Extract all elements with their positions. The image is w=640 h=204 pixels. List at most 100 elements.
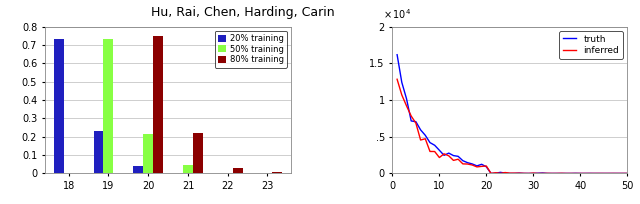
inferred xyxy=(492,172,500,174)
truth xyxy=(464,161,472,164)
inferred xyxy=(548,172,556,175)
truth xyxy=(605,172,612,175)
inferred xyxy=(487,172,495,175)
truth xyxy=(473,165,481,167)
Bar xyxy=(193,133,203,173)
inferred xyxy=(553,172,561,175)
inferred xyxy=(520,172,528,174)
inferred xyxy=(567,172,575,175)
Bar xyxy=(143,134,153,173)
inferred xyxy=(398,94,406,96)
inferred xyxy=(501,171,509,174)
inferred xyxy=(595,172,603,175)
truth xyxy=(483,166,490,168)
inferred xyxy=(539,172,547,175)
inferred xyxy=(459,163,467,165)
inferred xyxy=(529,172,537,174)
truth xyxy=(445,152,452,154)
Bar xyxy=(133,166,143,173)
truth xyxy=(581,172,589,175)
inferred xyxy=(412,122,420,124)
inferred xyxy=(445,155,452,157)
truth xyxy=(436,149,444,152)
inferred xyxy=(557,172,565,174)
truth xyxy=(426,141,434,144)
Bar xyxy=(54,39,64,173)
truth xyxy=(534,172,542,174)
inferred xyxy=(421,137,429,140)
truth xyxy=(515,172,523,174)
truth xyxy=(591,172,598,175)
inferred xyxy=(473,166,481,168)
inferred xyxy=(407,115,415,117)
inferred xyxy=(581,172,589,175)
inferred xyxy=(506,172,514,174)
truth xyxy=(431,144,438,146)
truth xyxy=(553,172,561,175)
truth xyxy=(454,155,462,157)
inferred xyxy=(577,172,584,175)
inferred xyxy=(572,172,579,175)
Legend: truth, inferred: truth, inferred xyxy=(559,31,623,59)
inferred xyxy=(543,172,551,175)
inferred xyxy=(483,165,490,167)
inferred xyxy=(623,172,631,175)
inferred xyxy=(563,172,570,175)
truth xyxy=(572,172,579,175)
truth xyxy=(586,172,593,175)
Legend: 20% training, 50% training, 80% training: 20% training, 50% training, 80% training xyxy=(215,31,287,68)
truth xyxy=(403,98,410,100)
Line: inferred: inferred xyxy=(397,79,627,173)
inferred xyxy=(426,150,434,153)
inferred xyxy=(605,172,612,175)
truth xyxy=(595,172,603,175)
truth xyxy=(619,172,627,175)
truth xyxy=(398,81,406,84)
inferred xyxy=(478,165,486,167)
Bar xyxy=(104,39,113,173)
inferred xyxy=(436,156,444,159)
truth xyxy=(492,172,500,174)
truth xyxy=(567,172,575,175)
inferred xyxy=(614,172,621,175)
truth xyxy=(539,172,547,174)
truth xyxy=(450,154,458,157)
truth xyxy=(468,163,476,165)
Bar xyxy=(233,168,243,173)
truth xyxy=(440,154,448,156)
truth xyxy=(511,172,518,175)
inferred xyxy=(468,164,476,166)
truth xyxy=(506,172,514,175)
truth xyxy=(393,53,401,56)
truth xyxy=(548,172,556,175)
truth xyxy=(497,171,504,174)
truth xyxy=(557,172,565,175)
truth xyxy=(412,121,420,123)
truth xyxy=(459,160,467,162)
truth xyxy=(614,172,621,175)
truth xyxy=(478,163,486,165)
inferred xyxy=(600,172,607,175)
inferred xyxy=(525,172,532,175)
Text: $\times\,10^4$: $\times\,10^4$ xyxy=(383,7,412,21)
inferred xyxy=(619,172,627,175)
truth xyxy=(600,172,607,175)
truth xyxy=(563,172,570,175)
truth xyxy=(421,134,429,136)
inferred xyxy=(440,153,448,155)
Bar xyxy=(273,172,282,173)
truth xyxy=(487,172,495,175)
inferred xyxy=(586,172,593,175)
Bar xyxy=(153,36,163,173)
truth xyxy=(501,172,509,174)
inferred xyxy=(609,172,617,175)
inferred xyxy=(515,172,523,174)
Line: truth: truth xyxy=(397,55,627,173)
truth xyxy=(407,120,415,122)
inferred xyxy=(393,78,401,80)
inferred xyxy=(417,139,424,141)
inferred xyxy=(591,172,598,175)
truth xyxy=(609,172,617,175)
Text: Hu, Rai, Chen, Harding, Carin: Hu, Rai, Chen, Harding, Carin xyxy=(152,6,335,19)
inferred xyxy=(497,172,504,175)
